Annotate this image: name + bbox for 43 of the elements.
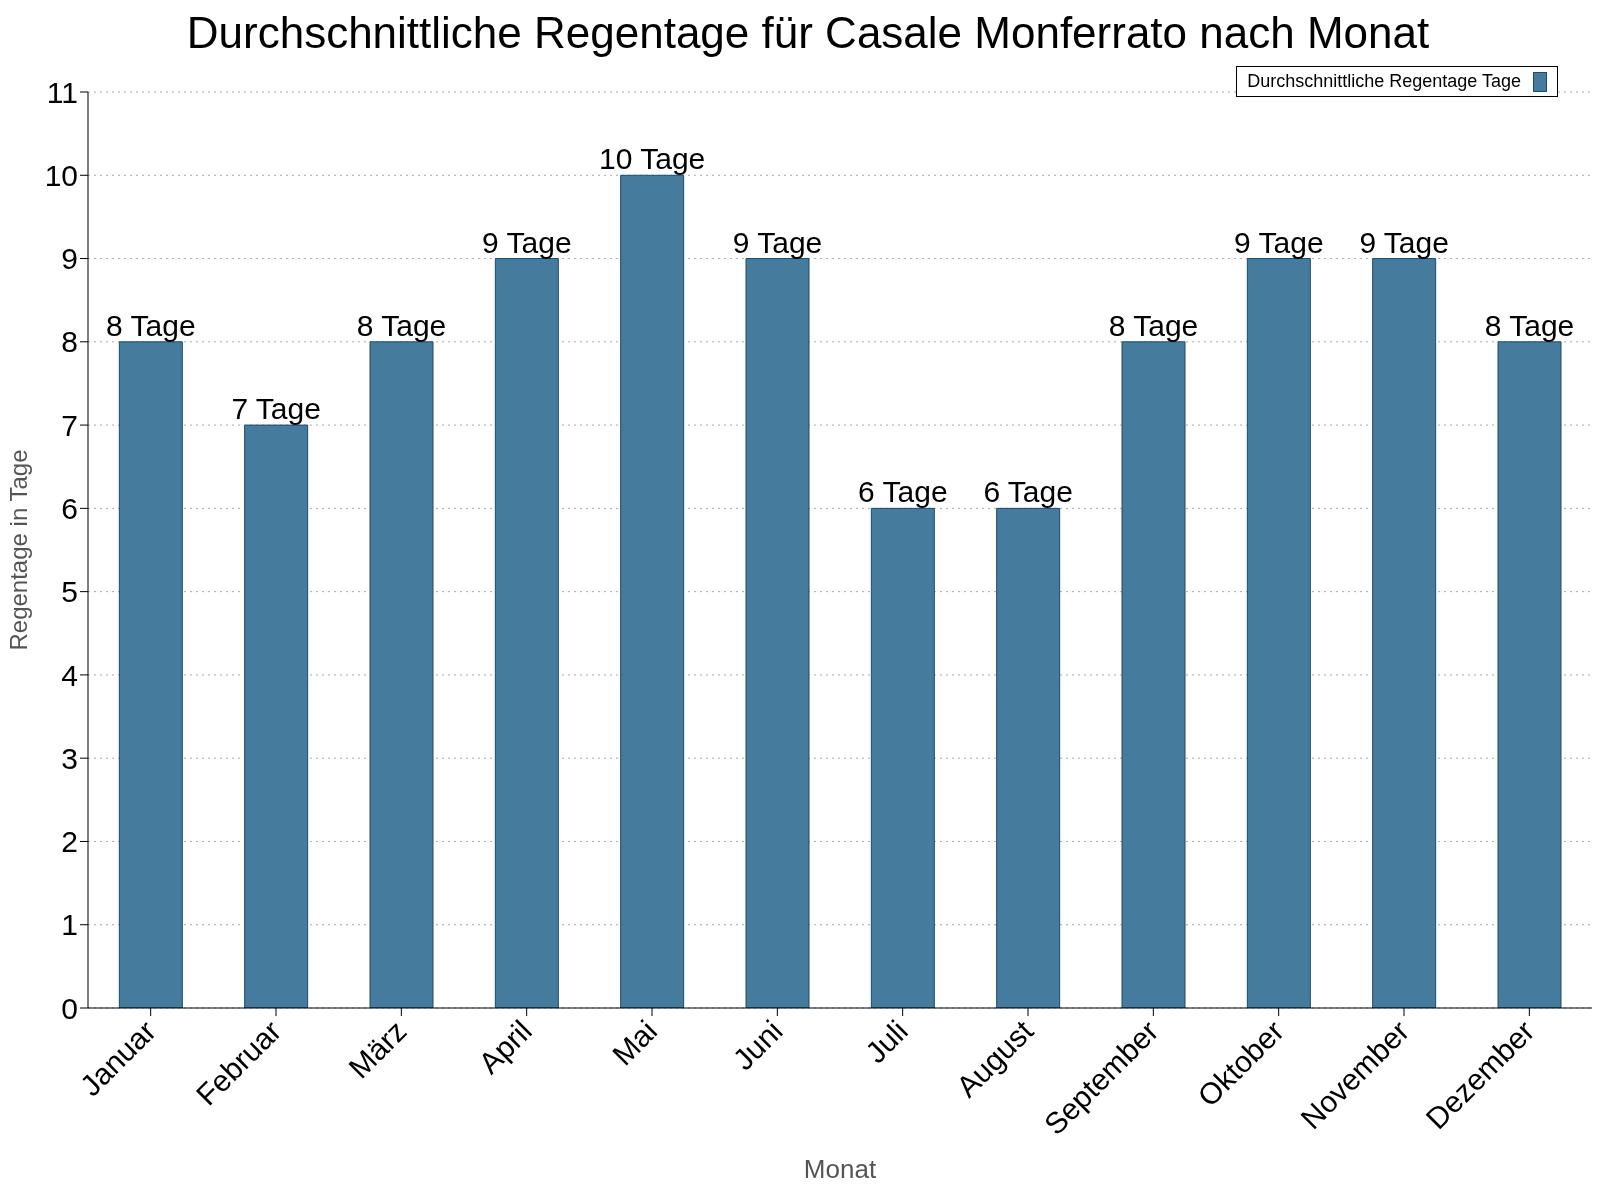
data-label: 8 Tage [106,308,196,342]
data-label: 6 Tage [858,475,948,509]
bar [494,258,559,1008]
bar [996,507,1061,1008]
y-tick-label: 6 [61,492,78,526]
bar [1246,258,1311,1008]
data-label: 9 Tage [482,225,572,259]
x-tick-label: Juni [726,1013,789,1077]
y-tick-label: 7 [61,408,78,442]
data-label: 10 Tage [599,142,706,176]
y-tick-label: 0 [61,991,78,1025]
y-axis-title: Regentage in Tage [4,449,32,651]
x-axis-title: Monat [803,1154,877,1184]
y-tick-label: 11 [46,75,78,109]
data-label: 9 Tage [732,225,823,259]
y-tick-label: 2 [61,825,78,859]
data-label: 9 Tage [1359,225,1449,259]
y-tick-label: 4 [61,658,78,692]
bar [118,341,183,1008]
legend-label: Durchschnittliche Regentage Tage [1247,71,1521,92]
bar [620,174,685,1008]
bar [244,424,309,1008]
bar [870,507,935,1008]
bar [369,341,434,1008]
data-label: 6 Tage [983,475,1073,509]
data-label: 8 Tage [356,308,447,342]
bar [1372,258,1437,1008]
y-tick-label: 1 [61,908,78,942]
data-label: 8 Tage [1108,308,1199,342]
data-label: 8 Tage [1484,308,1575,342]
x-tick-label: Juli [858,1013,914,1070]
x-tick-label: Mai [605,1013,664,1072]
chart-title: Durchschnittliche Regentage für Casale Monferrato nach Monat [185,8,1431,58]
y-tick-label: 8 [61,325,78,359]
y-tick-label: 10 [44,158,78,192]
data-label: 7 Tage [231,392,321,426]
bar [745,258,810,1008]
y-tick-label: 5 [61,575,78,609]
bar [1121,341,1186,1008]
y-tick-label: 3 [61,741,78,775]
bar [1497,341,1562,1008]
data-label: 9 Tage [1234,225,1324,259]
y-tick-label: 9 [61,242,78,276]
